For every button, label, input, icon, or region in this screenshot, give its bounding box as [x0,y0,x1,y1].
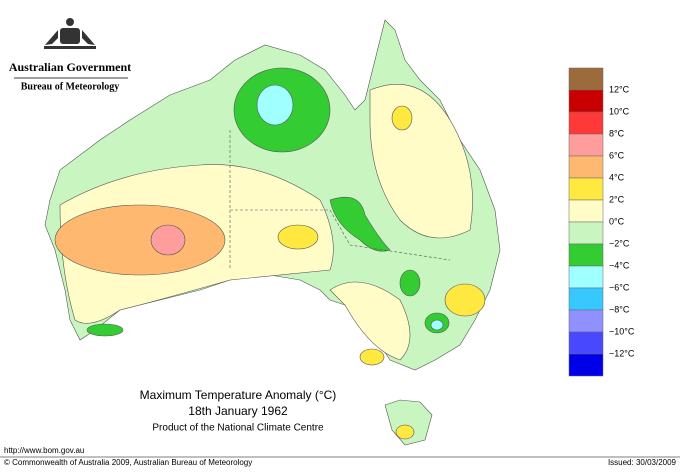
australia-map [44,19,501,446]
crest [44,18,96,49]
legend-swatch [568,133,604,157]
legend-label: −8°C [609,304,630,314]
legend-swatch [568,111,604,135]
legend-swatch [568,199,604,223]
legend-label: 0°C [609,216,625,226]
legend-label: 10°C [609,106,630,116]
legend-swatch [568,309,604,333]
title-line2: 18th January 1962 [188,404,288,418]
legend-swatch [568,89,604,113]
legend-label: 8°C [609,128,625,138]
legend-swatch [568,155,604,179]
legend-label: −2°C [609,238,630,248]
legend-label: −4°C [609,260,630,270]
legend-label: 6°C [609,150,625,160]
legend-swatch [568,287,604,311]
copyright: © Commonwealth of Australia 2009, Austra… [4,458,252,467]
legend-swatch [568,353,604,377]
legend-label: −6°C [609,282,630,292]
legend: 12°C 10°C 8°C 6°C 4°C 2°C 0°C −2°C −4°C −6°C −8°C −… [568,67,635,377]
government: Australian Government [9,60,131,74]
issued: Issued: 30/03/2009 [608,458,677,467]
legend-swatch [568,265,604,289]
legend-label: 4°C [609,172,625,182]
legend-swatch [568,67,604,91]
legend-swatch [568,221,604,245]
url: http://www.bom.gov.au [4,446,84,455]
legend-label: 12°C [609,84,630,94]
title-line1: Maximum Temperature Anomaly (°C) [140,388,337,402]
legend-swatch [568,331,604,355]
legend-swatch [568,177,604,201]
legend-label: −10°C [609,326,635,336]
legend-label: 2°C [609,194,625,204]
legend-swatch [568,243,604,267]
title-line3: Product of the National Climate Centre [152,423,324,434]
legend-label: −12°C [609,348,635,358]
bureau: Bureau of Meteorology [21,81,120,92]
